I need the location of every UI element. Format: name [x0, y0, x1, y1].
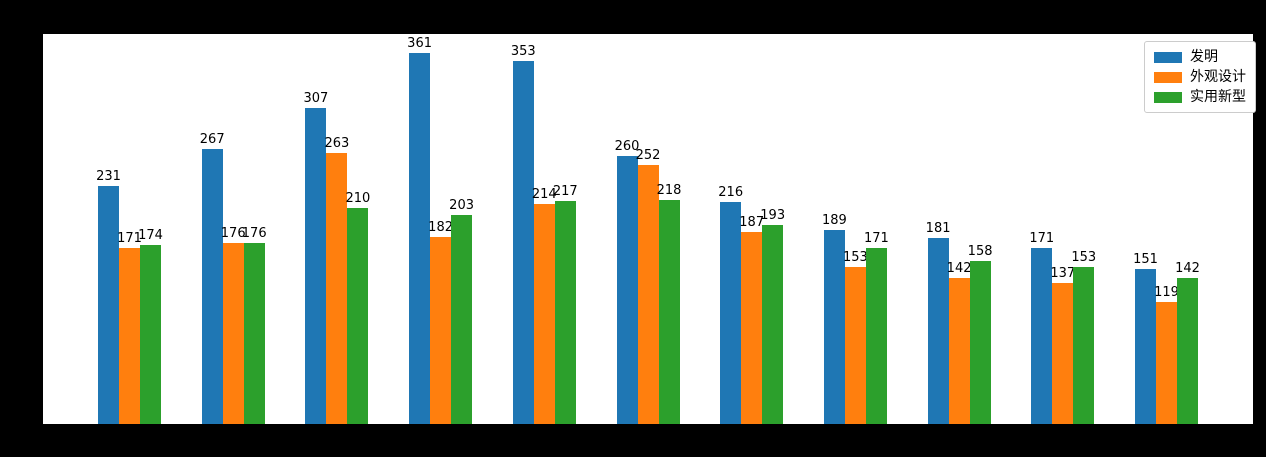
bar-series1-group1	[98, 186, 119, 424]
bar-value-label: 171	[863, 231, 889, 246]
bar-series2-group2	[222, 243, 244, 424]
bar-series3-group3	[347, 208, 369, 424]
bar-series3-group5	[554, 201, 576, 424]
bar-series1-group8	[823, 230, 845, 424]
bar-value-label: 153	[842, 250, 868, 265]
bar-series1-group2	[201, 149, 223, 424]
bar-series1-group10	[1031, 248, 1053, 424]
bar-series1-group11	[1135, 269, 1156, 424]
bar-value-label: 187	[739, 215, 765, 230]
bar-series3-group9	[969, 261, 991, 424]
bar-series3-group6	[658, 200, 680, 424]
bar-series3-group2	[243, 243, 265, 424]
bar-value-label: 307	[303, 91, 329, 106]
bar-value-label: 151	[1133, 252, 1158, 267]
bar-series1-group6	[616, 156, 638, 424]
legend-label-invention: 发明	[1190, 49, 1218, 65]
bar-value-label: 142	[1175, 261, 1200, 276]
bar-value-label: 119	[1154, 285, 1179, 300]
bar-value-label: 210	[345, 191, 371, 206]
bar-value-label: 142	[946, 261, 972, 276]
bar-value-label: 171	[117, 231, 142, 246]
bar-series3-group8	[865, 248, 887, 424]
bar-series1-group3	[305, 108, 327, 424]
bar-value-label: 181	[925, 221, 951, 236]
bar-value-label: 158	[967, 244, 993, 259]
legend-label-design: 外观设计	[1190, 69, 1246, 85]
bar-series2-group9	[948, 278, 970, 424]
bar-value-label: 153	[1071, 250, 1097, 265]
bar-value-label: 267	[199, 132, 225, 147]
bar-series3-group7	[762, 225, 784, 424]
bar-series2-group1	[119, 248, 140, 424]
bar-value-label: 193	[760, 208, 786, 223]
bar-value-label: 361	[407, 36, 433, 51]
bar-series2-group11	[1156, 302, 1177, 424]
legend-item-invention: 发明	[1154, 49, 1246, 65]
bar-value-label: 217	[552, 184, 578, 199]
bar-value-label: 203	[449, 198, 475, 213]
bar-series2-group7	[741, 232, 763, 424]
bar-series2-group10	[1052, 283, 1074, 424]
bar-series1-group4	[409, 53, 431, 424]
bar-series2-group3	[326, 153, 348, 424]
bar-value-label: 252	[635, 148, 661, 163]
bar-value-label: 231	[96, 169, 121, 184]
bar-value-label: 176	[241, 226, 267, 241]
plot-area: 发明 外观设计 实用新型 231 267 307 361 353 260 216 189 181…	[43, 34, 1256, 424]
bar-value-label: 189	[821, 213, 847, 228]
bar-series3-group11	[1177, 278, 1198, 424]
bar-series1-group9	[927, 238, 949, 424]
bar-value-label: 218	[656, 183, 682, 198]
bar-series3-group4	[451, 215, 473, 424]
legend: 发明 外观设计 实用新型	[1144, 41, 1256, 113]
bar-series3-group1	[140, 245, 161, 424]
bar-value-label: 216	[718, 185, 744, 200]
bar-series2-group6	[637, 165, 659, 424]
bar-value-label: 214	[531, 187, 557, 202]
bar-series3-group10	[1073, 267, 1095, 424]
bar-series1-group7	[720, 202, 742, 424]
legend-label-utility-model: 实用新型	[1190, 89, 1246, 105]
legend-item-design: 外观设计	[1154, 69, 1246, 85]
bar-series2-group4	[430, 237, 452, 424]
bar-series2-group5	[533, 204, 555, 424]
legend-swatch-green-icon	[1154, 91, 1182, 103]
bar-value-label: 137	[1050, 266, 1076, 281]
bar-series2-group8	[844, 267, 866, 424]
bar-value-label: 182	[428, 220, 454, 235]
bar-value-label: 174	[138, 228, 163, 243]
legend-swatch-blue-icon	[1154, 51, 1182, 63]
bar-value-label: 353	[510, 44, 536, 59]
bar-value-label: 171	[1029, 231, 1055, 246]
bar-value-label: 263	[324, 136, 350, 151]
bar-value-label: 260	[614, 139, 640, 154]
legend-item-utility-model: 实用新型	[1154, 89, 1246, 105]
bar-series1-group5	[512, 61, 534, 424]
bar-value-label: 176	[220, 226, 246, 241]
legend-swatch-orange-icon	[1154, 71, 1182, 83]
